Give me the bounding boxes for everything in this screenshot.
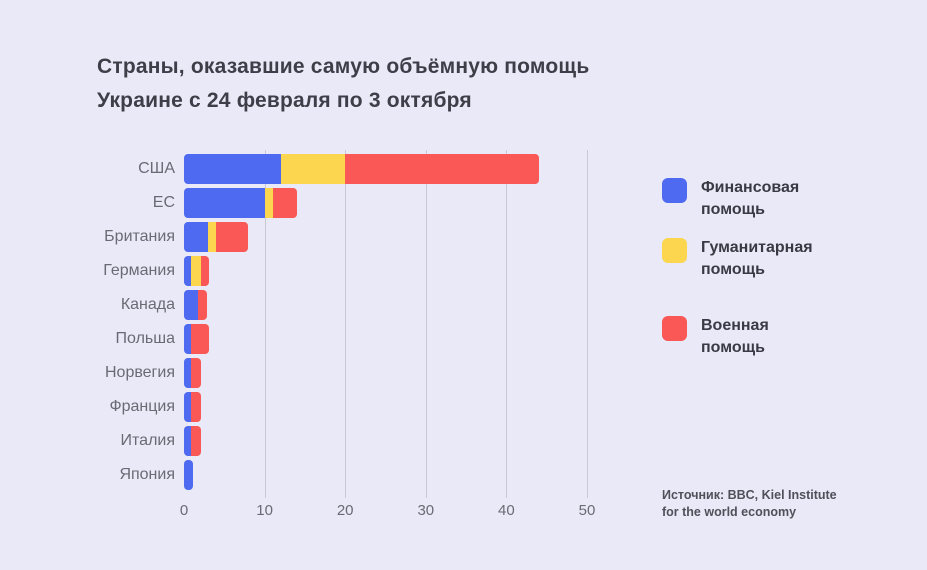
bar-row-1: [184, 154, 539, 184]
bar-segment: [200, 256, 209, 286]
bar-row-2: [184, 188, 297, 218]
source-note-line-2: for the world economy: [662, 505, 797, 519]
chart-title: Страны, оказавшие самую объёмную помощь …: [97, 50, 589, 118]
bar-segment: [184, 222, 209, 252]
gridline-30: [425, 150, 427, 498]
category-label-9: Италия: [120, 432, 175, 449]
legend-label: Военная помощь: [701, 317, 769, 356]
bar-row-10: [184, 460, 193, 490]
legend-label: Финансовая помощь: [701, 179, 800, 218]
bar-segment: [184, 290, 198, 320]
source-note-line-1: Источник: BBC, Kiel Institute: [662, 488, 837, 502]
x-tick-label-0: 0: [179, 502, 189, 519]
bar-segment: [191, 256, 201, 286]
category-label-8: Франция: [109, 398, 175, 415]
source-note: Источник: BBC, Kiel Institute for the wo…: [662, 487, 837, 521]
bar-segment: [216, 222, 249, 252]
x-tick-label-30: 30: [417, 502, 435, 519]
legend: Финансовая помощь Гуманитарная помощь Воен…: [662, 178, 862, 378]
x-tick-label-50: 50: [578, 502, 596, 519]
bar-row-7: [184, 358, 201, 388]
bar-row-5: [184, 290, 208, 320]
category-label-1: США: [138, 160, 175, 177]
chart-title-line-2: Украине с 24 февраля по 3 октября: [97, 89, 472, 112]
gridline-20: [345, 150, 347, 498]
bar-segment: [191, 392, 201, 422]
plot-area: 0 10 20 30 40 50: [180, 150, 644, 519]
legend-item-1: Финансовая помощь: [662, 178, 821, 221]
legend-item-2: Гуманитарная помощь: [662, 238, 821, 281]
bar-segment: [191, 426, 201, 456]
bar-segment: [280, 154, 346, 184]
legend-label: Гуманитарная помощь: [701, 239, 813, 278]
bar-row-3: [184, 222, 249, 252]
bar-segment: [184, 358, 192, 388]
category-labels: США ЕС Британия Германия Канада Польша Норвеги…: [0, 150, 175, 498]
bar-segment: [184, 392, 192, 422]
x-tick-label-10: 10: [256, 502, 273, 519]
bar-segment: [184, 256, 192, 286]
category-label-6: Польша: [115, 330, 175, 347]
bar-segment: [184, 460, 193, 490]
x-tick-label-20: 20: [336, 502, 354, 519]
bar-row-6: [184, 324, 209, 354]
bar-segment: [264, 188, 273, 218]
bar-segment: [191, 358, 201, 388]
category-label-4: Германия: [103, 262, 175, 279]
category-label-10: Япония: [119, 466, 175, 483]
bar-segment: [272, 188, 297, 218]
category-label-2: ЕС: [152, 194, 175, 211]
gridline-40: [506, 150, 508, 498]
bar-segment: [184, 426, 192, 456]
category-label-3: Британия: [104, 228, 175, 245]
gridline-50: [587, 150, 588, 498]
legend-swatch: [662, 316, 687, 341]
legend-swatch: [662, 178, 687, 203]
bar-segment: [197, 290, 208, 320]
legend-item-3: Военная помощь: [662, 316, 821, 359]
legend-swatch: [662, 238, 687, 263]
bar-segment: [184, 324, 192, 354]
gridline-10: [264, 150, 266, 498]
bar-segment: [345, 154, 539, 184]
bar-row-9: [184, 426, 201, 456]
chart-title-line-1: Страны, оказавшие самую объёмную помощь: [97, 55, 590, 78]
category-label-7: Норвегия: [104, 364, 175, 381]
bar-segment: [184, 154, 281, 184]
bar-segment: [208, 222, 217, 252]
bar-row-4: [184, 256, 209, 286]
bar-segment: [184, 188, 265, 218]
x-tick-label-40: 40: [498, 502, 515, 519]
bar-segment: [191, 324, 209, 354]
bar-row-8: [184, 392, 201, 422]
category-label-5: Канада: [120, 296, 175, 313]
